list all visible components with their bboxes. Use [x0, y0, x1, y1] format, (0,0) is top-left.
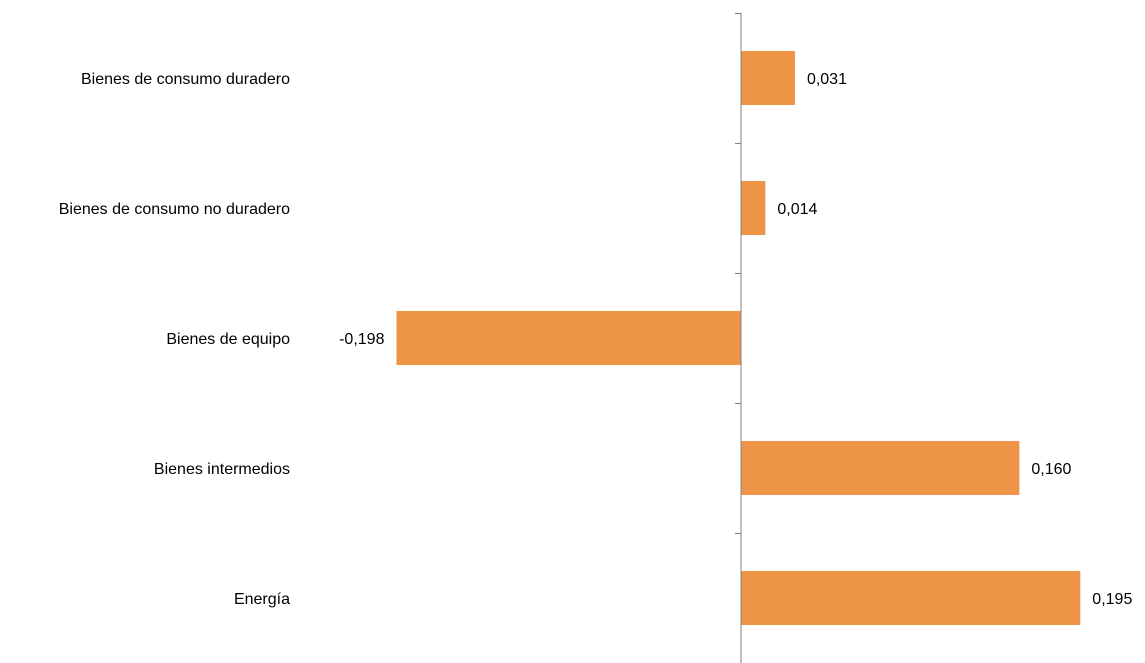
category-label: Bienes de consumo duradero: [81, 71, 290, 88]
category-label: Bienes de equipo: [166, 331, 290, 348]
bar: [741, 571, 1081, 625]
axis-ticks: [735, 13, 741, 534]
bar: [396, 311, 741, 365]
data-label: 0,014: [777, 201, 817, 218]
category-label: Bienes de consumo no duradero: [59, 201, 290, 218]
category-label: Bienes intermedios: [154, 461, 290, 478]
bar: [741, 441, 1020, 495]
category-label: Energía: [234, 591, 290, 608]
bar: [741, 181, 766, 235]
category-labels: Bienes de consumo duradero Bienes de cons…: [59, 71, 290, 608]
data-label: 0,195: [1092, 591, 1132, 608]
data-label: 0,160: [1031, 461, 1071, 478]
data-label: 0,031: [807, 71, 847, 88]
bar: [741, 51, 795, 105]
value-labels: 0,031 0,014 -0,198 0,160 0,195: [339, 71, 1132, 608]
data-label: -0,198: [339, 331, 384, 348]
bars-group: [396, 51, 1081, 625]
